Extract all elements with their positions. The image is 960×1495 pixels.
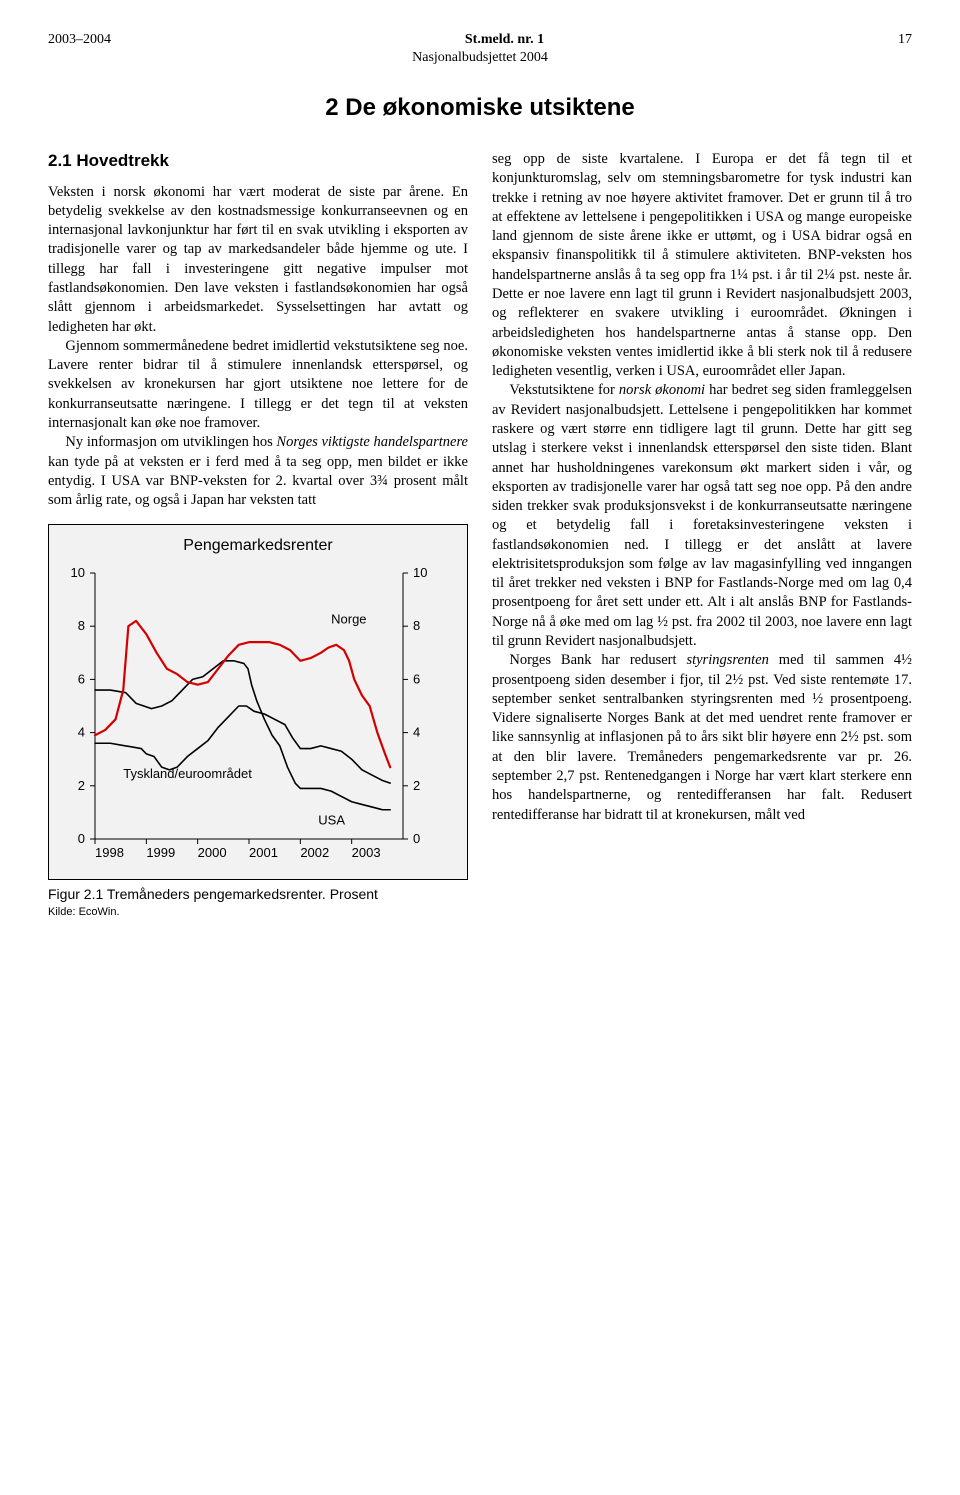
header-center: St.meld. nr. 1 [465,32,544,48]
body-paragraph: Ny informasjon om utviklingen hos Norges… [48,433,468,510]
svg-text:6: 6 [413,671,420,686]
svg-text:2000: 2000 [198,845,227,860]
svg-text:6: 6 [78,671,85,686]
body-paragraph: Vekstutsiktene for norsk økonomi har bed… [492,381,912,651]
svg-text:2: 2 [78,777,85,792]
header-subtitle: Nasjonalbudsjettet 2004 [48,50,912,66]
svg-text:10: 10 [71,565,85,580]
svg-text:0: 0 [78,831,85,846]
chart-title: Pengemarkedsrenter [59,535,457,556]
body-paragraph: Gjennom sommermånedene bedret imidlertid… [48,337,468,433]
svg-text:2003: 2003 [352,845,381,860]
svg-text:Norge: Norge [331,611,366,626]
svg-text:1999: 1999 [146,845,175,860]
svg-text:2001: 2001 [249,845,278,860]
svg-text:Tyskland/euroområdet: Tyskland/euroområdet [123,765,252,780]
chart-source: Kilde: EcoWin. [48,905,468,920]
svg-text:0: 0 [413,831,420,846]
svg-text:10: 10 [413,565,427,580]
line-chart: 0 0 2 2 4 4 6 6 8 8 10 10 1998 1999 2000 2001 2002 2003 No… [59,565,439,865]
header-right: 17 [898,32,912,48]
body-paragraph: Norges Bank har redusert styringsrenten … [492,651,912,825]
page-header: 2003–2004 St.meld. nr. 1 17 [48,32,912,48]
svg-text:4: 4 [413,724,420,739]
svg-text:2: 2 [413,777,420,792]
body-paragraph: seg opp de siste kvartalene. I Europa er… [492,150,912,381]
header-left: 2003–2004 [48,32,111,48]
section-heading: 2.1 Hovedtrekk [48,150,468,173]
body-paragraph: Veksten i norsk økonomi har vært moderat… [48,183,468,337]
svg-text:8: 8 [413,618,420,633]
chapter-title: 2 De økonomiske utsiktene [48,94,912,122]
svg-text:1998: 1998 [95,845,124,860]
chart-caption: Figur 2.1 Tremåneders pengemarkedsrenter… [48,886,468,904]
svg-text:USA: USA [318,812,345,827]
svg-text:2002: 2002 [300,845,329,860]
svg-text:8: 8 [78,618,85,633]
chart-figure: Pengemarkedsrenter 0 0 2 2 4 4 6 6 8 8 10 10 1998 199… [48,524,468,920]
svg-text:4: 4 [78,724,85,739]
